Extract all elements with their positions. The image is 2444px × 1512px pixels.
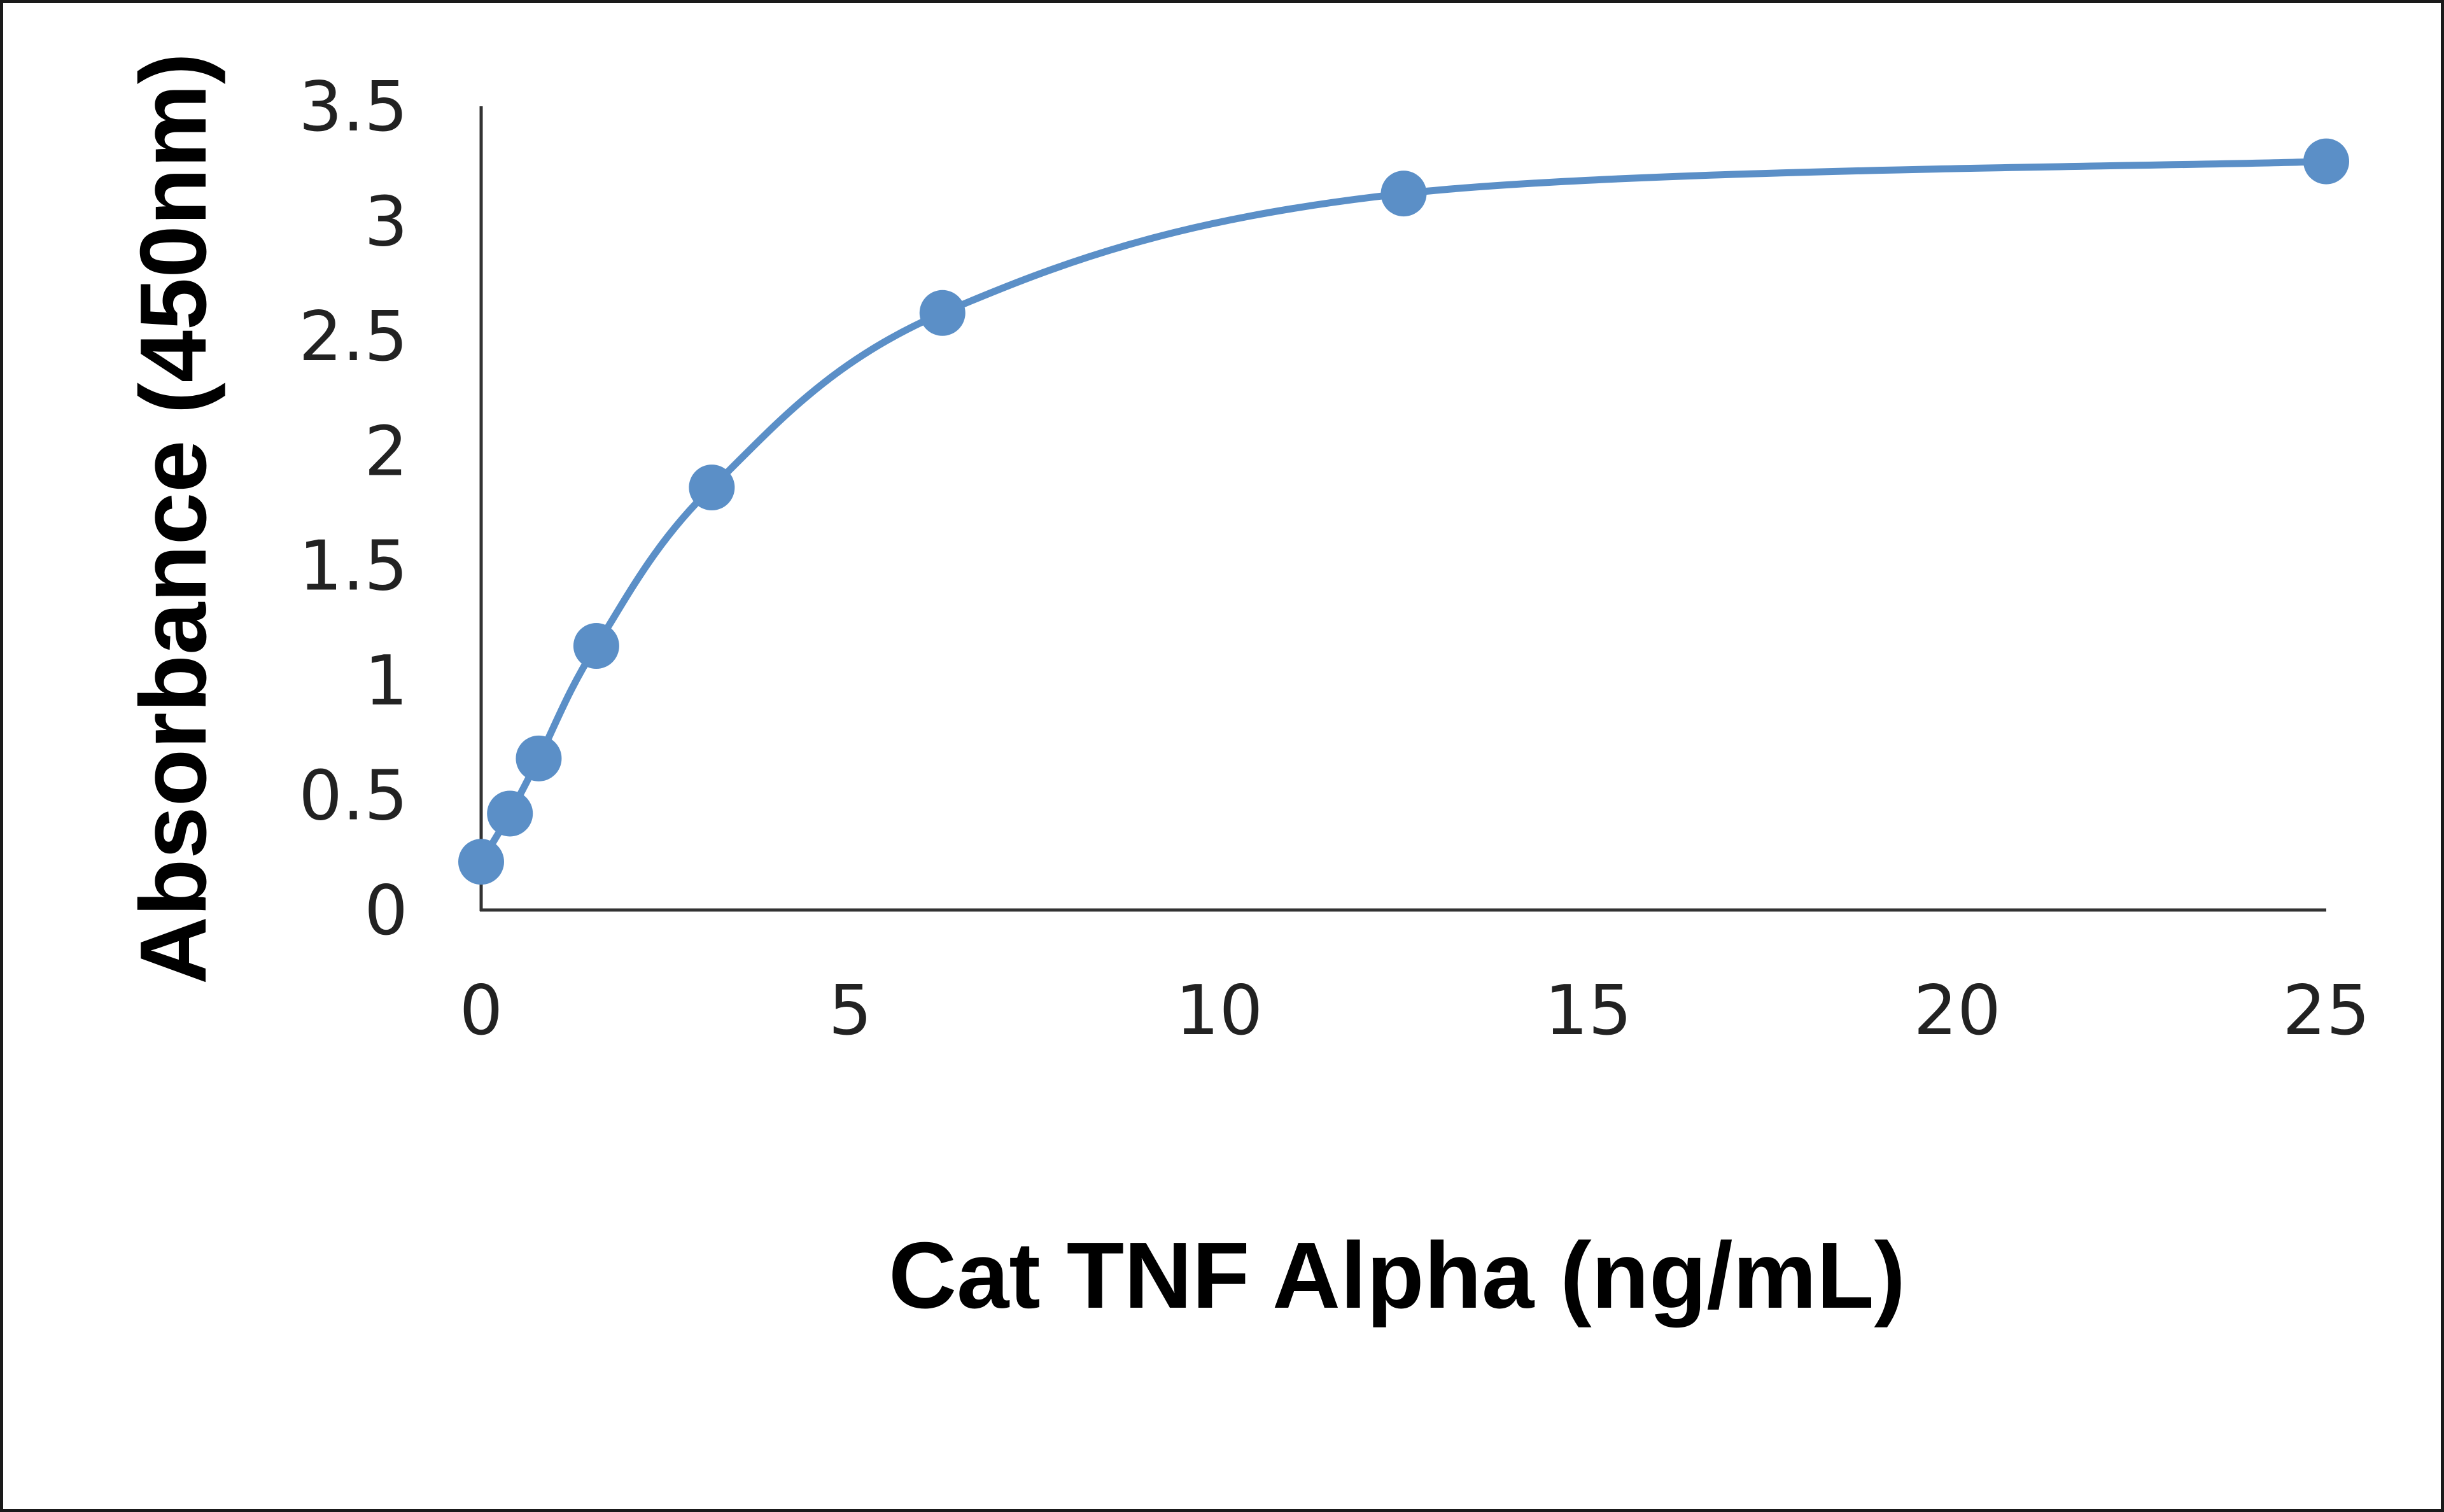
chart: 0 0.5 1 1.5 2 2.5 3 3.5 0 5 10 15 20 25 Cat TNF Alpha…	[121, 53, 2370, 1328]
data-point	[689, 465, 735, 511]
data-series	[458, 138, 2349, 885]
y-axis-title: Absorbance (450nm)	[121, 53, 226, 984]
series-line	[477, 158, 2330, 865]
x-tick-label: 0	[460, 971, 503, 1051]
x-tick-label: 20	[1913, 971, 2000, 1051]
data-point	[516, 735, 562, 781]
data-point	[1380, 171, 1427, 217]
data-point	[2303, 138, 2349, 185]
y-tick-label: 2	[364, 412, 408, 491]
y-tick-label: 3.5	[298, 67, 408, 147]
x-tick-label: 25	[2282, 971, 2370, 1051]
y-tick-label: 0	[364, 871, 408, 951]
y-tick-label: 2.5	[298, 297, 408, 377]
y-tick-label: 0.5	[298, 757, 408, 836]
x-tick-label: 15	[1545, 971, 1632, 1051]
data-point	[487, 790, 533, 837]
y-tick-label: 3	[364, 182, 408, 262]
x-tick-label: 10	[1176, 971, 1263, 1051]
data-point	[573, 623, 619, 669]
y-tick-label: 1.5	[298, 527, 408, 606]
y-tick-label: 1	[364, 641, 408, 721]
tick-labels: 0 0.5 1 1.5 2 2.5 3 3.5 0 5 10 15 20 25	[298, 67, 2370, 1051]
x-tick-label: 5	[828, 971, 872, 1051]
x-axis-title: Cat TNF Alpha (ng/mL)	[888, 1223, 1906, 1328]
data-point	[458, 839, 504, 885]
axes	[479, 106, 2326, 912]
data-point	[919, 290, 966, 336]
